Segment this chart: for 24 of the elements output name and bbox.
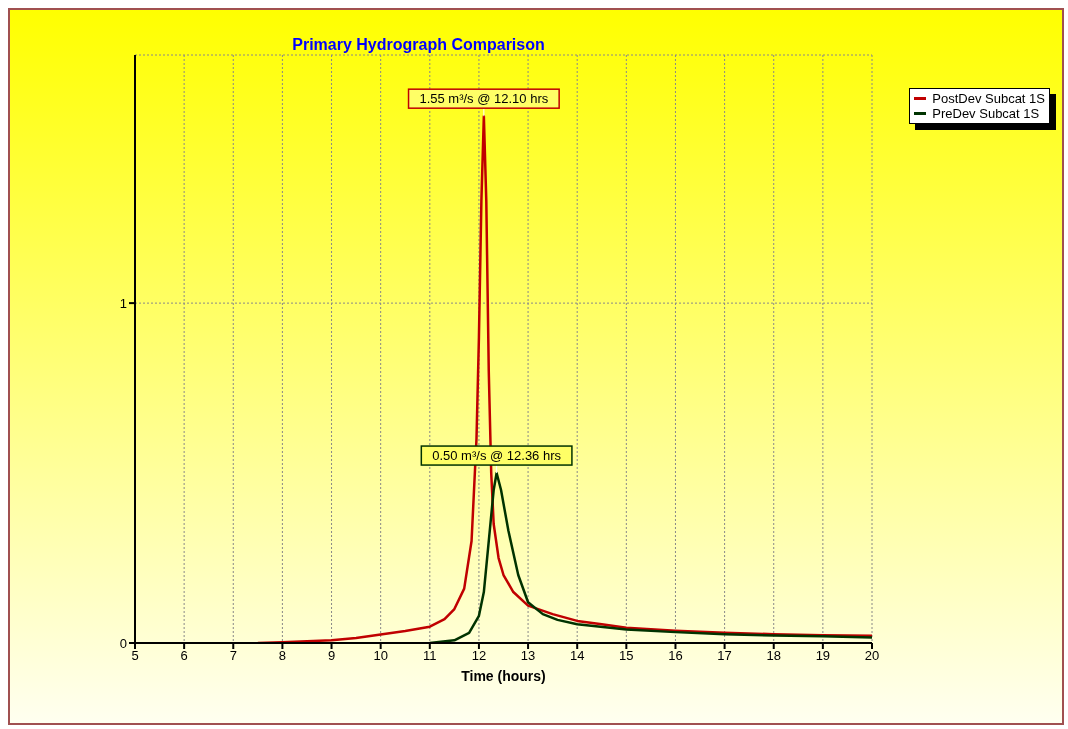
legend-label: PreDev Subcat 1S: [932, 106, 1040, 121]
x-axis-title: Time (hours): [461, 668, 546, 684]
x-tick-label: 14: [569, 648, 585, 664]
x-tick-label: 16: [668, 648, 683, 664]
legend-label: PostDev Subcat 1S: [932, 91, 1045, 106]
x-tick-label: 17: [717, 648, 732, 664]
chart-title: Primary Hydrograph Comparison: [291, 36, 546, 54]
x-tick-label: 5: [131, 648, 139, 664]
x-tick-label: 7: [229, 648, 237, 664]
x-tick-label: 15: [619, 648, 634, 664]
x-tick-label: 11: [423, 648, 437, 664]
y-tick-label: 0: [119, 635, 127, 651]
x-tick-label: 8: [278, 648, 287, 664]
x-tick-label: 13: [520, 648, 536, 664]
x-tick-label: 9: [327, 648, 336, 664]
x-tick-label: 6: [180, 648, 188, 664]
x-tick-label: 12: [471, 648, 487, 664]
x-tick-label: 18: [766, 648, 781, 664]
y-tick-label: 1: [119, 295, 127, 311]
x-tick-label: 19: [815, 648, 831, 664]
annotation: 1.55 m³/s @ 12.10 hrs: [419, 91, 549, 107]
x-tick-label: 20: [864, 648, 880, 664]
annotation: 0.50 m³/s @ 12.36 hrs: [432, 448, 562, 464]
x-tick-label: 10: [373, 648, 388, 664]
